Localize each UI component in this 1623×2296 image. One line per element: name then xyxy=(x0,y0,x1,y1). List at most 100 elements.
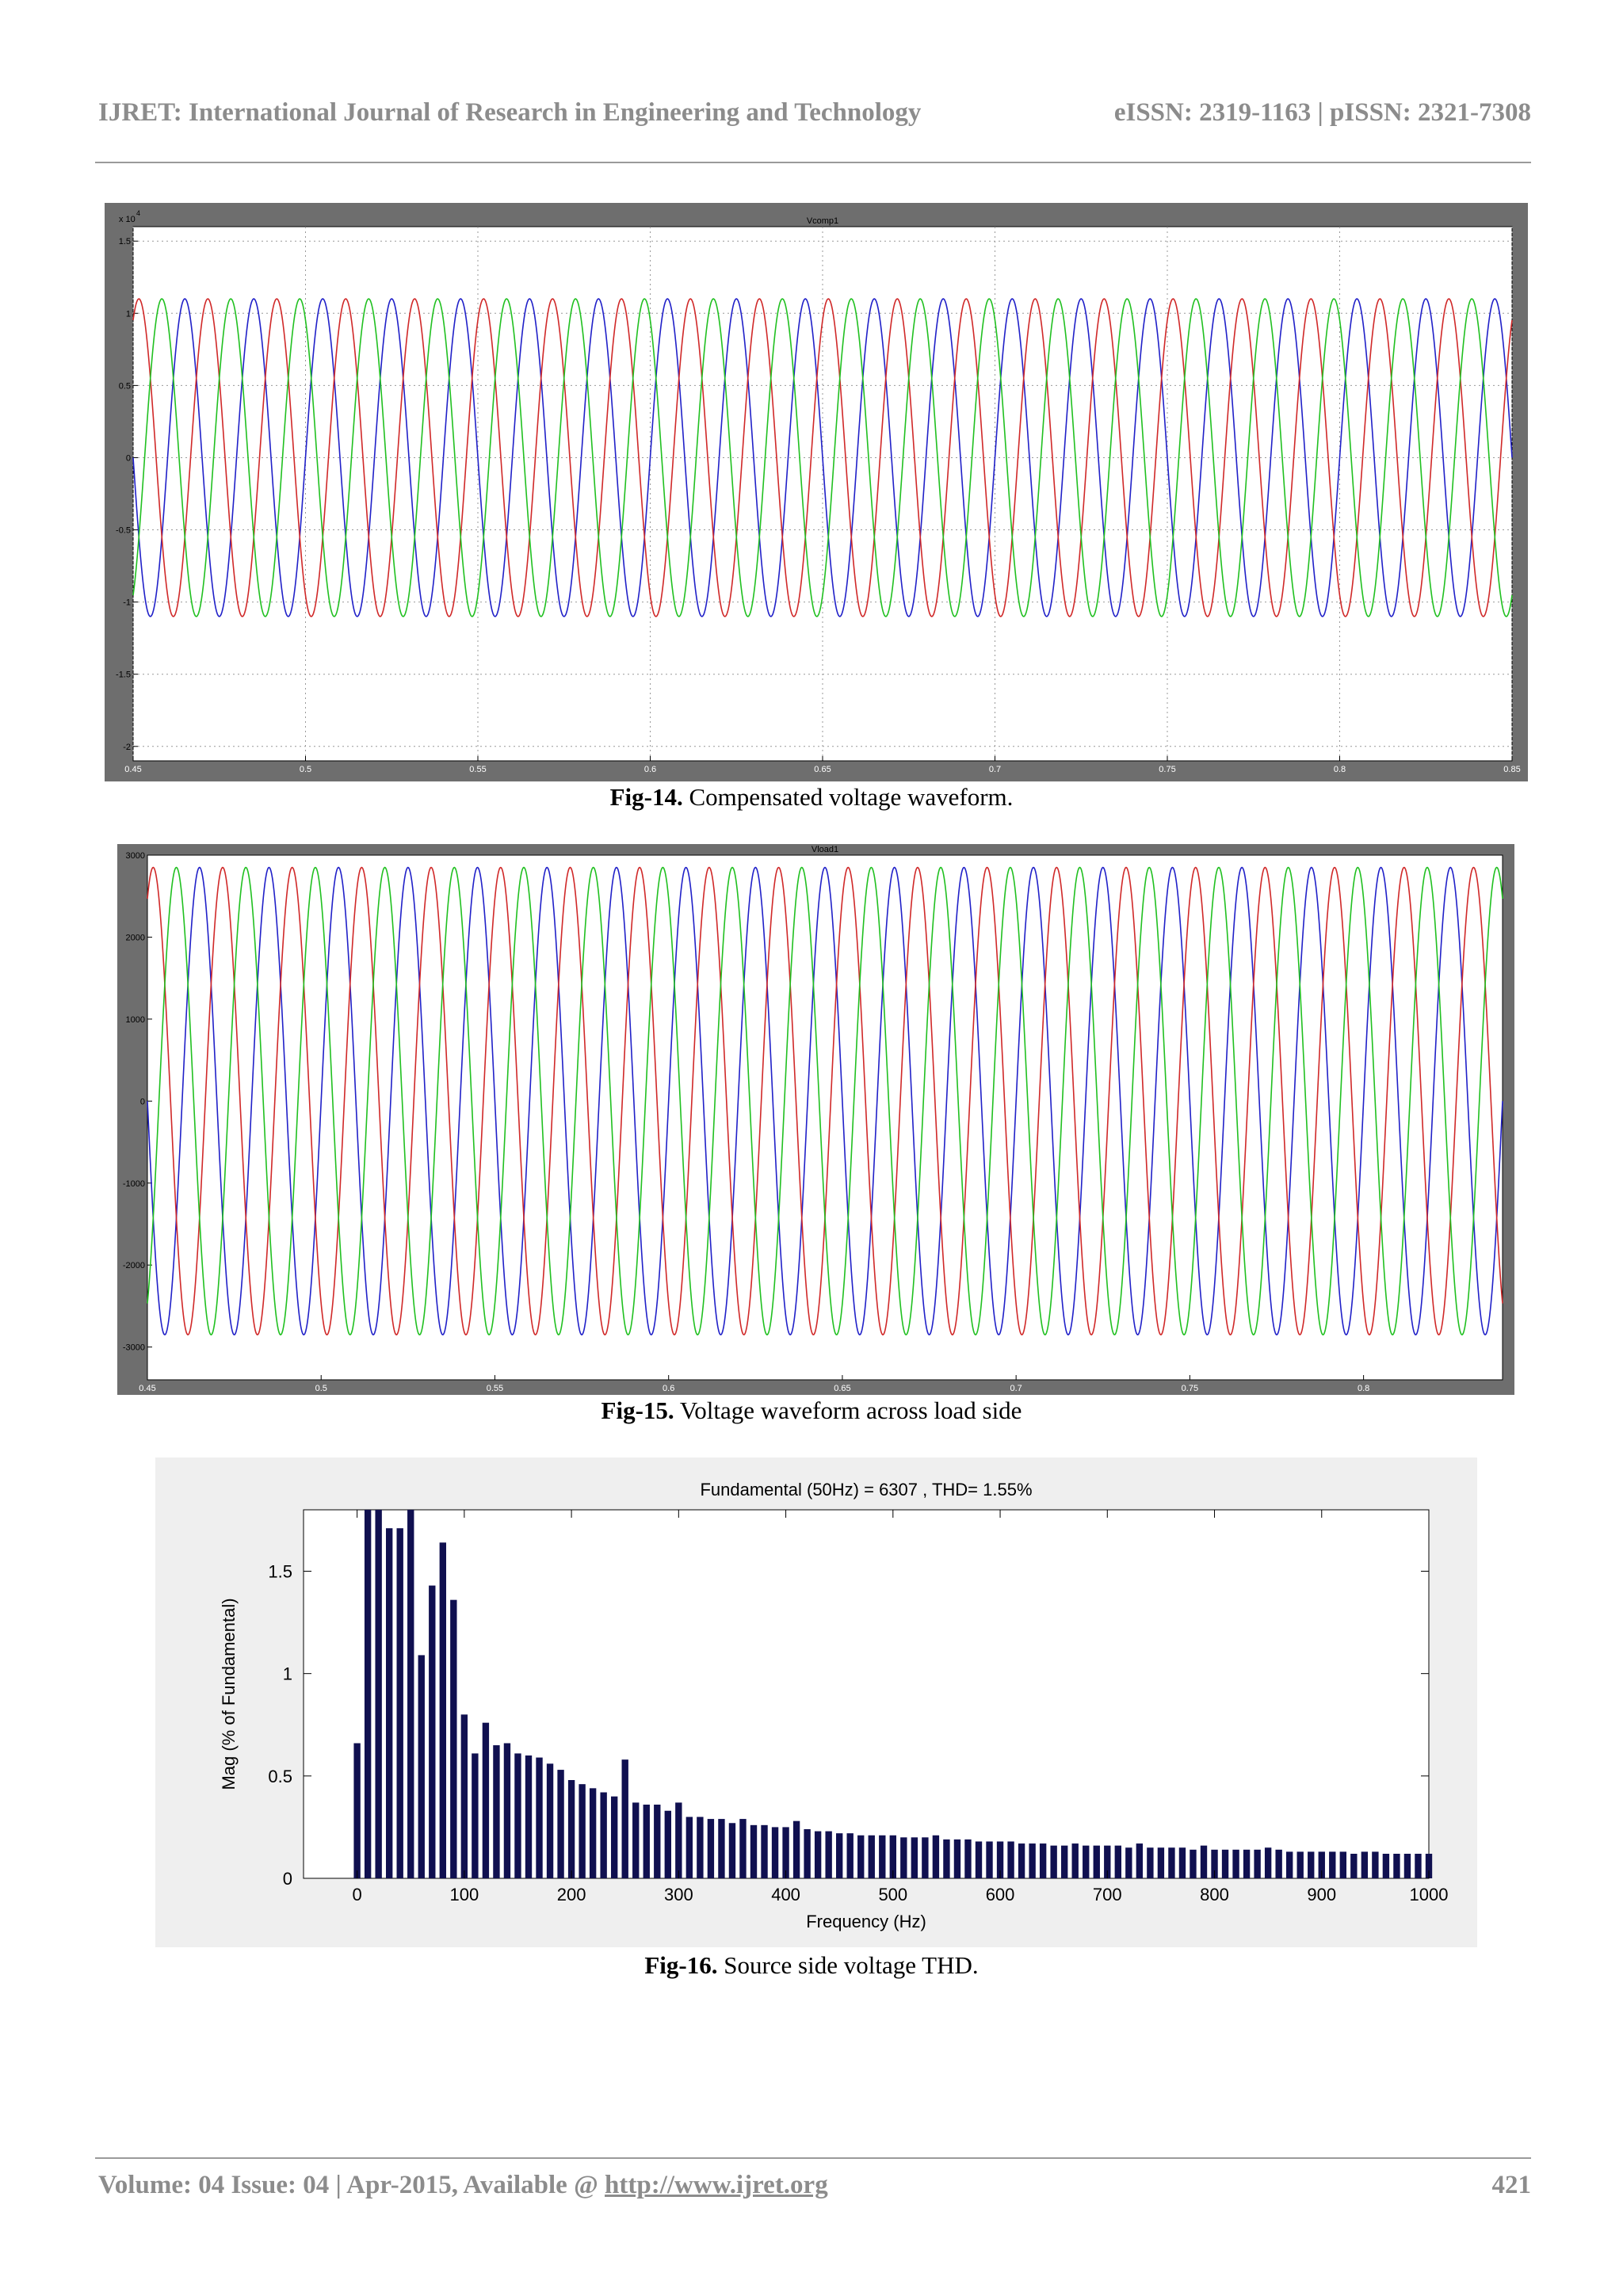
harmonic-bar xyxy=(857,1835,865,1878)
chart-title: Vcomp1 xyxy=(807,216,838,226)
x-tick-label: 0.65 xyxy=(814,765,831,774)
y-tick-label: -1.5 xyxy=(116,670,131,680)
x-tick-label: 0.75 xyxy=(1182,1384,1198,1393)
harmonic-bar xyxy=(482,1722,490,1878)
harmonic-bar xyxy=(868,1835,875,1878)
x-tick-label: 0.55 xyxy=(469,765,486,774)
harmonic-bar xyxy=(792,1820,800,1878)
fig16-caption: Fig-16. Source side voltage THD. xyxy=(0,1951,1623,1980)
harmonic-bar xyxy=(1308,1851,1315,1878)
harmonic-bar xyxy=(750,1824,758,1878)
x-tick-label: 0.5 xyxy=(315,1384,327,1393)
phase-waveform-3 xyxy=(132,298,1513,617)
harmonic-bar xyxy=(761,1824,768,1878)
harmonic-bar xyxy=(739,1819,747,1878)
phase-waveform-1 xyxy=(147,866,1503,1335)
vcomp-scope-figure: 0.45 0.5 0.55 0.6 0.65 0.7 0.75 0.8 0.85 1.5 1 0.5 0… xyxy=(105,203,1528,781)
journal-title: IJRET: International Journal of Research… xyxy=(98,98,922,127)
harmonic-bar xyxy=(1147,1847,1154,1878)
harmonic-bar xyxy=(1178,1847,1186,1878)
harmonic-bar xyxy=(1039,1843,1047,1878)
harmonic-bar xyxy=(450,1599,457,1878)
fig16-label: Fig-16. xyxy=(644,1951,718,1979)
harmonic-bar xyxy=(386,1528,393,1878)
harmonic-bar xyxy=(643,1805,650,1878)
harmonic-bar xyxy=(804,1829,811,1878)
x-tick-label: 0.55 xyxy=(487,1384,503,1393)
harmonic-bar xyxy=(567,1780,575,1878)
fft-y-tick-label: 0 xyxy=(283,1869,292,1889)
harmonic-bar xyxy=(429,1585,436,1878)
harmonic-bar xyxy=(418,1655,425,1878)
vload-chart: 0.45 0.5 0.55 0.6 0.65 0.7 0.75 0.8 3000 2000 1000… xyxy=(117,844,1514,1395)
harmonic-bar xyxy=(1372,1851,1379,1878)
fft-x-tick-label: 800 xyxy=(1200,1885,1229,1904)
harmonic-bar xyxy=(1221,1849,1229,1878)
fft-x-tick-label: 0 xyxy=(352,1885,361,1904)
fig16-caption-text: Source side voltage THD. xyxy=(717,1951,979,1979)
x-tick-label: 0.45 xyxy=(124,765,141,774)
harmonic-bar xyxy=(932,1835,940,1878)
harmonic-bar xyxy=(1361,1851,1369,1878)
harmonic-bar xyxy=(1275,1849,1282,1878)
harmonic-bar xyxy=(1200,1845,1208,1878)
harmonic-bar xyxy=(632,1802,640,1878)
fft-title: Fundamental (50Hz) = 6307 , THD= 1.55% xyxy=(700,1480,1032,1499)
fft-y-tick-label: 0.5 xyxy=(268,1767,292,1786)
footer-volume: Volume: 04 Issue: 04 | Apr-2015, Availab… xyxy=(98,2171,828,2200)
harmonic-bar xyxy=(1393,1854,1400,1878)
harmonic-bar xyxy=(546,1763,554,1878)
harmonic-bar xyxy=(996,1841,1004,1878)
harmonic-bar xyxy=(900,1837,907,1878)
x-tick-label: 0.65 xyxy=(834,1384,850,1393)
harmonic-bar xyxy=(493,1745,500,1878)
harmonic-bar xyxy=(943,1839,950,1878)
fft-x-tick-label: 300 xyxy=(664,1885,693,1904)
harmonic-bar xyxy=(664,1810,671,1878)
fft-x-tick-label: 600 xyxy=(986,1885,1015,1904)
fft-y-tick-label: 1 xyxy=(283,1664,292,1684)
harmonic-bar xyxy=(922,1837,929,1878)
fft-ylabel: Mag (% of Fundamental) xyxy=(219,1598,239,1790)
harmonic-bar xyxy=(1136,1843,1144,1878)
footer-url-link[interactable]: http://www.ijret.org xyxy=(605,2171,828,2199)
harmonic-bar xyxy=(1425,1854,1433,1878)
harmonic-bar xyxy=(986,1841,993,1878)
harmonic-bar xyxy=(836,1833,843,1878)
harmonic-bar xyxy=(964,1839,972,1878)
y-tick-label: -1 xyxy=(123,598,131,608)
harmonic-bar xyxy=(439,1542,446,1878)
thd-figure: 0 100 200 300 400 500 600 700 800 900 1000 0 0.5 1 1.5… xyxy=(155,1457,1477,1947)
harmonic-bar xyxy=(396,1528,403,1878)
harmonic-bar xyxy=(697,1817,704,1878)
harmonic-bar xyxy=(728,1823,736,1878)
page-number: 421 xyxy=(1491,2171,1532,2199)
exponent-label: x 10 xyxy=(119,215,136,224)
harmonic-bar xyxy=(1007,1841,1014,1878)
harmonic-bar xyxy=(1286,1851,1293,1878)
y-tick-label: -2 xyxy=(123,743,131,752)
harmonic-bar xyxy=(1243,1849,1251,1878)
y-tick-label: 1000 xyxy=(126,1015,145,1025)
y-tick-label: 3000 xyxy=(126,851,145,861)
fft-plot-area xyxy=(303,1509,1430,1879)
harmonic-bar xyxy=(1168,1847,1175,1878)
harmonic-bar xyxy=(472,1753,479,1878)
vload-scope-figure: 0.45 0.5 0.55 0.6 0.65 0.7 0.75 0.8 3000 2000 1000… xyxy=(117,844,1514,1395)
footer-rule xyxy=(95,2157,1531,2159)
harmonic-bar xyxy=(1232,1849,1239,1878)
fft-x-tick-label: 200 xyxy=(557,1885,586,1904)
harmonic-bar xyxy=(589,1788,597,1878)
y-tick-label: 0.5 xyxy=(119,381,131,391)
x-tick-label: 0.75 xyxy=(1159,765,1175,774)
fft-x-tick-label: 1000 xyxy=(1410,1885,1449,1904)
harmonic-bar xyxy=(1329,1851,1336,1878)
harmonic-bar xyxy=(600,1792,607,1878)
harmonic-bar xyxy=(611,1796,618,1878)
fft-y-tick-label: 1.5 xyxy=(268,1562,292,1582)
harmonic-bar xyxy=(889,1835,896,1878)
harmonic-bar xyxy=(1382,1854,1390,1878)
fig14-caption: Fig-14. Compensated voltage waveform. xyxy=(0,783,1623,812)
y-tick-label: 2000 xyxy=(126,933,145,942)
harmonic-bar xyxy=(1050,1845,1057,1878)
